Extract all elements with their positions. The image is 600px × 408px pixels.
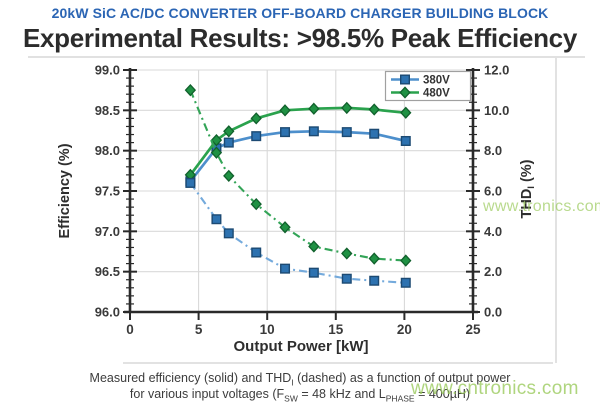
chart-kicker-title: 20kW SiC AC/DC CONVERTER OFF-BOARD CHARG… xyxy=(51,5,549,21)
caption-subscript: SW xyxy=(284,393,298,403)
panel-border xyxy=(123,58,557,364)
svg-text:6.0: 6.0 xyxy=(484,184,502,199)
series-380v-thd xyxy=(185,177,411,288)
svg-text:8.0: 8.0 xyxy=(484,143,502,158)
caption-text: (dashed) as a function of output power xyxy=(293,371,511,385)
svg-text:0.0: 0.0 xyxy=(484,305,502,320)
svg-text:25: 25 xyxy=(465,322,481,337)
page-title: Experimental Results: >98.5% Peak Effici… xyxy=(22,23,577,53)
header-divider xyxy=(28,56,585,58)
left-axis: 99.0 98.5 98.0 97.5 97.0 96.5 96.0 xyxy=(95,63,137,320)
svg-text:20: 20 xyxy=(397,322,412,337)
svg-text:0: 0 xyxy=(126,322,134,337)
svg-text:4.0: 4.0 xyxy=(484,224,502,239)
caption-subscript: I xyxy=(291,377,294,388)
svg-text:5: 5 xyxy=(195,322,203,337)
legend-item-380V: 380V xyxy=(391,75,450,87)
svg-text:98.5: 98.5 xyxy=(95,103,120,118)
series-480v-thd xyxy=(184,84,412,267)
svg-text:12.0: 12.0 xyxy=(484,63,509,78)
chart-axes xyxy=(124,68,478,314)
caption-text: for various input voltages (F xyxy=(129,386,285,401)
x-axis: 0 5 10 15 20 25 xyxy=(126,312,481,337)
svg-text:480V: 480V xyxy=(423,88,450,100)
series-380v-efficiency xyxy=(185,126,411,187)
series-480v-efficiency xyxy=(184,101,412,182)
svg-text:98.0: 98.0 xyxy=(95,143,120,158)
legend-item-480V: 480V xyxy=(391,86,450,100)
left-axis-title: Efficiency (%) xyxy=(57,143,73,238)
chart-svg: 99.0 98.5 98.0 97.5 97.0 96.5 96.0 12.0 10.0 8.0 6… xyxy=(57,58,557,364)
chart-caption: Measured efficiency (solid) and THDI (da… xyxy=(0,371,600,402)
svg-text:2.0: 2.0 xyxy=(484,264,502,279)
caption-text: = 400µH) xyxy=(414,386,471,401)
caption-text: = 48 kHz and L xyxy=(297,386,386,401)
efficiency-thd-chart: 99.0 98.5 98.0 97.5 97.0 96.5 96.0 12.0 10.0 8.0 6… xyxy=(0,56,600,368)
svg-text:Output Power [kW]: Output Power [kW] xyxy=(234,338,369,355)
svg-text:10: 10 xyxy=(260,322,275,337)
svg-text:97.5: 97.5 xyxy=(95,184,120,199)
svg-text:97.0: 97.0 xyxy=(95,224,120,239)
svg-text:96.0: 96.0 xyxy=(95,305,120,320)
svg-text:380V: 380V xyxy=(423,75,450,87)
right-axis-title: THDI (%) xyxy=(519,159,537,218)
svg-text:10.0: 10.0 xyxy=(484,103,509,118)
svg-text:96.5: 96.5 xyxy=(95,264,120,279)
caption-subscript: PHASE xyxy=(385,393,415,403)
chart-gridlines xyxy=(130,69,473,312)
svg-text:15: 15 xyxy=(328,322,344,337)
svg-text:Efficiency (%): Efficiency (%) xyxy=(57,143,73,238)
svg-text:99.0: 99.0 xyxy=(95,63,120,78)
caption-text: Measured efficiency (solid) and THD xyxy=(89,371,292,385)
x-axis-title: Output Power [kW] xyxy=(234,338,369,355)
